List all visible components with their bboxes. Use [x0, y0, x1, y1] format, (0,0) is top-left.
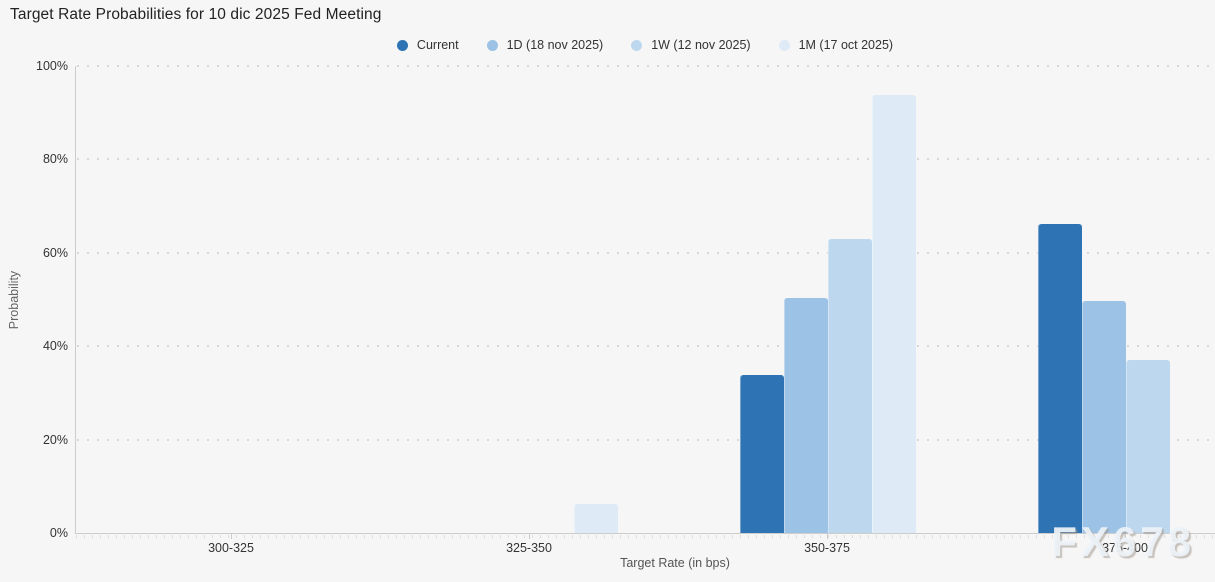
- y-axis-title: Probability: [7, 270, 21, 330]
- bar-1m-350-375: [872, 95, 916, 533]
- x-tick-label: 325-350: [506, 541, 552, 555]
- x-axis-minor-ticks: [76, 535, 1215, 538]
- plot-area: [75, 65, 1215, 534]
- gridline-60: [77, 251, 1215, 254]
- legend-dot-icon: [631, 39, 643, 51]
- legend-dot-icon: [486, 39, 498, 51]
- x-tick-label: 375-400: [1102, 541, 1148, 555]
- x-axis-title: Target Rate (in bps): [620, 556, 730, 570]
- x-tick-mark: [231, 534, 232, 539]
- legend-label: 1D (18 nov 2025): [506, 38, 604, 52]
- bar-current-375-400: [1038, 224, 1082, 533]
- x-tick-mark: [827, 534, 828, 539]
- bar-1d-350-375: [784, 298, 828, 533]
- legend-label: Current: [416, 38, 459, 52]
- legend-item-1w[interactable]: 1W (12 nov 2025): [631, 38, 751, 52]
- bar-1w-375-400: [1126, 359, 1170, 533]
- y-tick-label: 0%: [49, 526, 68, 540]
- legend-dot-icon: [778, 39, 790, 51]
- legend: Current 1D (18 nov 2025) 1W (12 nov 2025) 1…: [75, 36, 1215, 54]
- legend-label: 1M (17 oct 2025): [798, 38, 894, 52]
- bar-1w-350-375: [828, 239, 872, 533]
- legend-item-1m[interactable]: 1M (17 oct 2025): [778, 38, 894, 52]
- bar-1d-375-400: [1082, 300, 1126, 533]
- legend-item-1d[interactable]: 1D (18 nov 2025): [486, 38, 604, 52]
- x-tick-label: 300-325: [208, 541, 254, 555]
- y-tick-label: 80%: [42, 152, 68, 167]
- y-tick-label: 20%: [42, 432, 68, 447]
- y-tick-label: 60%: [42, 245, 68, 260]
- legend-item-current[interactable]: Current: [396, 38, 459, 52]
- bar-current-350-375: [740, 374, 784, 533]
- gridline-100: [77, 65, 1215, 67]
- x-tick-mark: [529, 534, 530, 539]
- gridline-80: [77, 158, 1215, 161]
- legend-dot-icon: [396, 39, 408, 51]
- y-tick-label: 40%: [42, 339, 68, 354]
- bar-1m-325-350: [574, 503, 618, 533]
- gridline-20: [77, 438, 1215, 441]
- chart-title: Target Rate Probabilities for 10 dic 202…: [10, 6, 382, 23]
- legend-label: 1W (12 nov 2025): [651, 38, 751, 52]
- x-tick-label: 350-375: [804, 541, 850, 555]
- y-tick-label: 100%: [36, 59, 68, 73]
- x-tick-mark: [1125, 534, 1126, 539]
- gridline-40: [77, 345, 1215, 348]
